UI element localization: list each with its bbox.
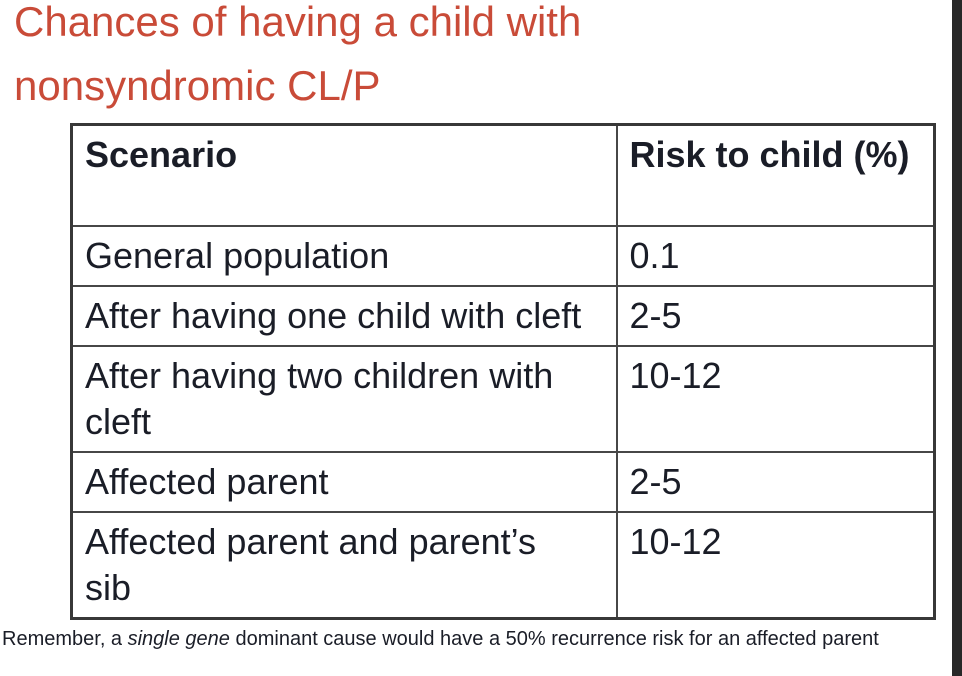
risk-table: Scenario Risk to child (%) General popul… [70, 123, 936, 620]
slide-title-line-2: nonsyndromic CL/P [14, 62, 381, 109]
risk-cell: 0.1 [615, 224, 936, 287]
slide-title-line-1: Chances of having a child with [14, 0, 582, 45]
footnote-emphasis: single gene [127, 628, 230, 650]
table-row: Affected parent and parent’s sib 10-12 [70, 510, 936, 619]
risk-cell: 10-12 [615, 510, 936, 619]
scenario-cell: After having one child with cleft [70, 284, 618, 347]
table-row: General population 0.1 [70, 224, 936, 287]
table-row: After having one child with cleft 2-5 [70, 284, 936, 347]
right-edge-bar [952, 0, 962, 676]
scenario-cell: General population [70, 224, 618, 287]
footnote: Remember, a single gene dominant cause w… [2, 626, 950, 652]
scenario-cell: Affected parent and parent’s sib [70, 510, 618, 619]
column-header-scenario: Scenario [70, 123, 618, 227]
risk-cell: 2-5 [615, 450, 936, 513]
footnote-prefix: Remember, a [2, 628, 128, 650]
table-header-row: Scenario Risk to child (%) [70, 123, 936, 227]
table-row: Affected parent 2-5 [70, 450, 936, 513]
column-header-risk: Risk to child (%) [615, 123, 936, 227]
risk-cell: 10-12 [615, 344, 936, 453]
scenario-cell: After having two children with cleft [70, 344, 618, 453]
scenario-cell: Affected parent [70, 450, 618, 513]
table-row: After having two children with cleft 10-… [70, 344, 936, 453]
risk-cell: 2-5 [615, 284, 936, 347]
slide-title: Chances of having a child with nonsyndro… [14, 0, 581, 118]
footnote-suffix: dominant cause would have a 50% recurren… [229, 628, 879, 650]
